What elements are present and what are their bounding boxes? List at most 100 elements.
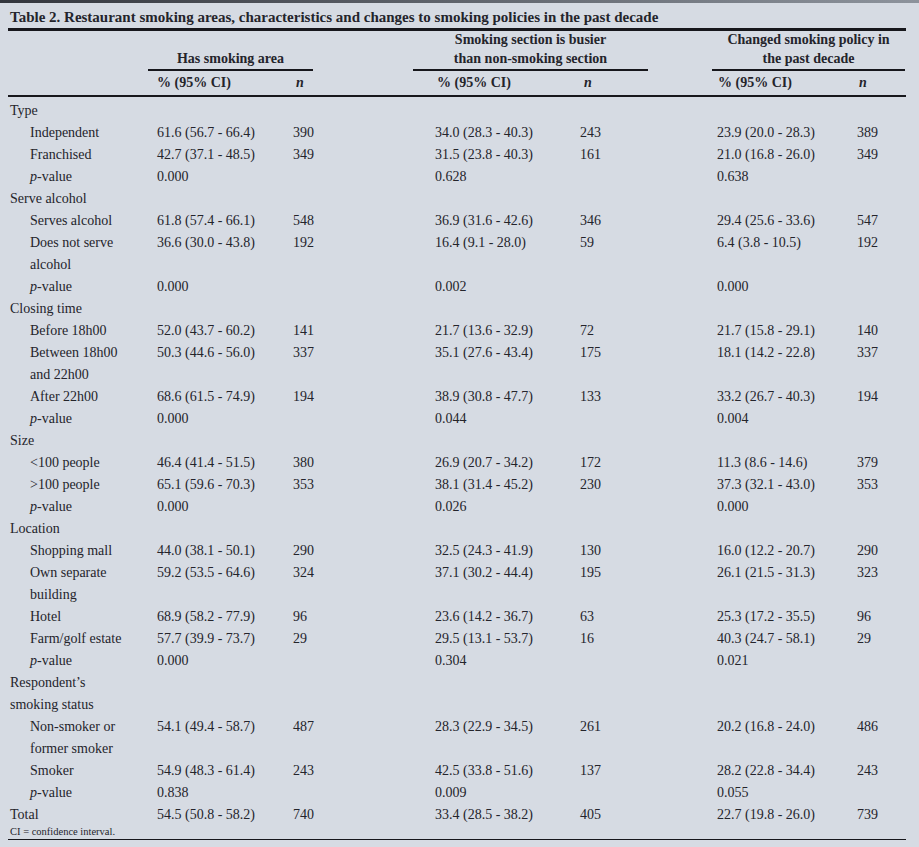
n-3: 389	[857, 122, 911, 144]
pct-ci-2	[435, 100, 580, 122]
row-label: Franchised	[8, 144, 157, 166]
pct-ci-3: 0.000	[717, 276, 857, 298]
pct-ci-2: 0.044	[435, 408, 580, 430]
pct-ci-3: 25.3 (17.2 - 35.5)	[717, 606, 857, 628]
pct-ci-2: 16.4 (9.1 - 28.0)	[435, 232, 580, 276]
n-2: 72	[580, 320, 717, 342]
n-3: 192	[857, 232, 911, 276]
n-1: 29	[293, 628, 435, 650]
n-3: 337	[857, 342, 911, 386]
n-1	[293, 166, 435, 188]
pct-ci-1: 61.6 (56.7 - 66.4)	[157, 122, 293, 144]
pct-ci-1: 44.0 (38.1 - 50.1)	[157, 540, 293, 562]
pct-ci-1	[157, 100, 293, 122]
pct-ci-3: 29.4 (25.6 - 33.6)	[717, 210, 857, 232]
table-row: p-value0.8380.0090.055	[8, 782, 911, 804]
n-2: 16	[580, 628, 717, 650]
n-2	[580, 166, 717, 188]
pct-ci-3	[717, 518, 857, 540]
n-1: 194	[293, 386, 435, 408]
n-1	[293, 408, 435, 430]
n-3: 140	[857, 320, 911, 342]
n-2: 172	[580, 452, 717, 474]
n-2	[580, 430, 717, 452]
table-row: After 22h0068.6 (61.5 - 74.9)19438.9 (30…	[8, 386, 911, 408]
subheader-pct-ci-1: % (95% CI)	[157, 74, 231, 92]
n-3	[857, 518, 911, 540]
table-row: Location	[8, 518, 911, 540]
pct-ci-1: 65.1 (59.6 - 70.3)	[157, 474, 293, 496]
n-3	[857, 672, 911, 716]
n-2: 195	[580, 562, 717, 606]
pct-ci-2: 42.5 (33.8 - 51.6)	[435, 760, 580, 782]
n-2	[580, 276, 717, 298]
table-row: Respondent’s smoking status	[8, 672, 911, 716]
n-3: 323	[857, 562, 911, 606]
n-3: 96	[857, 606, 911, 628]
n-2: 130	[580, 540, 717, 562]
pct-ci-3: 37.3 (32.1 - 43.0)	[717, 474, 857, 496]
table-row: Serves alcohol61.8 (57.4 - 66.1)54836.9 …	[8, 210, 911, 232]
table-row: Before 18h0052.0 (43.7 - 60.2)14121.7 (1…	[8, 320, 911, 342]
column-group-underline	[148, 69, 313, 71]
pct-ci-2: 0.009	[435, 782, 580, 804]
row-label: Shopping mall	[8, 540, 157, 562]
n-3: 194	[857, 386, 911, 408]
column-group-changed-policy: Changed smoking policy in the past decad…	[712, 30, 905, 68]
pct-ci-1: 68.9 (58.2 - 77.9)	[157, 606, 293, 628]
n-1: 96	[293, 606, 435, 628]
pct-ci-3	[717, 100, 857, 122]
pct-ci-2: 26.9 (20.7 - 34.2)	[435, 452, 580, 474]
pct-ci-3: 18.1 (14.2 - 22.8)	[717, 342, 857, 386]
pct-ci-1: 57.7 (39.9 - 73.7)	[157, 628, 293, 650]
n-2	[580, 672, 717, 716]
table-row: Total54.5 (50.8 - 58.2)74033.4 (28.5 - 3…	[8, 804, 911, 826]
row-label: Before 18h00	[8, 320, 157, 342]
n-1: 324	[293, 562, 435, 606]
pct-ci-2: 31.5 (23.8 - 40.3)	[435, 144, 580, 166]
pct-ci-1: 50.3 (44.6 - 56.0)	[157, 342, 293, 386]
pct-ci-3: 21.0 (16.8 - 26.0)	[717, 144, 857, 166]
n-3: 486	[857, 716, 911, 760]
pct-ci-1: 0.000	[157, 408, 293, 430]
n-3	[857, 430, 911, 452]
n-2	[580, 188, 717, 210]
pct-ci-2: 33.4 (28.5 - 38.2)	[435, 804, 580, 826]
n-1	[293, 496, 435, 518]
table-row: Franchised42.7 (37.1 - 48.5)34931.5 (23.…	[8, 144, 911, 166]
pct-ci-1: 36.6 (30.0 - 43.8)	[157, 232, 293, 276]
n-2: 59	[580, 232, 717, 276]
pct-ci-1: 42.7 (37.1 - 48.5)	[157, 144, 293, 166]
pct-ci-2: 36.9 (31.6 - 42.6)	[435, 210, 580, 232]
n-2	[580, 782, 717, 804]
pct-ci-2: 37.1 (30.2 - 44.4)	[435, 562, 580, 606]
n-3	[857, 782, 911, 804]
pct-ci-1: 61.8 (57.4 - 66.1)	[157, 210, 293, 232]
pct-ci-2	[435, 672, 580, 716]
row-label: Size	[8, 430, 157, 452]
n-1: 353	[293, 474, 435, 496]
table-row: p-value0.0000.0260.000	[8, 496, 911, 518]
n-3: 243	[857, 760, 911, 782]
pct-ci-1: 68.6 (61.5 - 74.9)	[157, 386, 293, 408]
pct-ci-3	[717, 430, 857, 452]
n-3: 547	[857, 210, 911, 232]
n-3	[857, 100, 911, 122]
pct-ci-2: 0.628	[435, 166, 580, 188]
pct-ci-2: 38.9 (30.8 - 47.7)	[435, 386, 580, 408]
row-label: Respondent’s smoking status	[8, 672, 157, 716]
pct-ci-3: 33.2 (26.7 - 40.3)	[717, 386, 857, 408]
row-label: Smoker	[8, 760, 157, 782]
n-1	[293, 518, 435, 540]
table-row: p-value0.0000.3040.021	[8, 650, 911, 672]
table-row: >100 people65.1 (59.6 - 70.3)35338.1 (31…	[8, 474, 911, 496]
pct-ci-2: 35.1 (27.6 - 43.4)	[435, 342, 580, 386]
row-label: p-value	[8, 276, 157, 298]
n-2: 405	[580, 804, 717, 826]
n-2	[580, 298, 717, 320]
pct-ci-2	[435, 518, 580, 540]
pct-ci-3	[717, 298, 857, 320]
pct-ci-3: 6.4 (3.8 - 10.5)	[717, 232, 857, 276]
table-row: p-value0.0000.6280.638	[8, 166, 911, 188]
table-row: Type	[8, 100, 911, 122]
